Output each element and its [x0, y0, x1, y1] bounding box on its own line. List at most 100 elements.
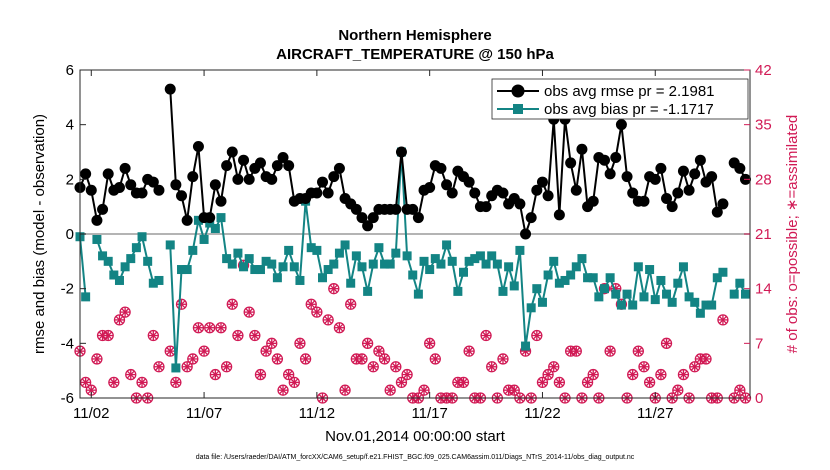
- obs-possible-point-8: [119, 306, 131, 318]
- bias-point-43: [329, 259, 339, 269]
- obs-assimilated-point-105: [673, 385, 683, 395]
- y-right-tick-label-4: 28: [755, 171, 772, 188]
- obs-assimilated-point-40: [306, 299, 316, 309]
- bias-point-47: [351, 251, 361, 261]
- obs-assimilated-point-8: [120, 307, 130, 317]
- obs-possible-point-55: [390, 361, 402, 373]
- bias-point-115: [740, 289, 750, 299]
- rmse-point-59: [412, 212, 424, 224]
- obs-assimilated-point-26: [227, 299, 237, 309]
- obs-possible-point-13: [147, 329, 159, 342]
- rmse-point-15: [164, 83, 176, 95]
- bias-point-52: [380, 259, 390, 269]
- obs-assimilated-point-37: [289, 377, 299, 387]
- rmse-point-92: [598, 154, 610, 166]
- obs-assimilated-point-32: [261, 346, 271, 356]
- obs-assimilated-point-97: [628, 369, 638, 380]
- obs-assimilated-point-31: [255, 369, 266, 380]
- obs-assimilated-point-81: [537, 377, 548, 387]
- rmse-point-87: [570, 184, 582, 196]
- obs-possible-point-50: [361, 337, 374, 349]
- bias-point-44: [334, 248, 344, 258]
- bias-point-31: [261, 256, 271, 266]
- obs-possible-point-53: [378, 353, 391, 365]
- obs-assimilated-point-1: [81, 377, 91, 387]
- obs-possible-point-52: [373, 345, 385, 357]
- obs-assimilated-point-110: [701, 354, 711, 364]
- bias-point-9: [131, 243, 141, 253]
- bias-point-14: [165, 240, 175, 250]
- obs-assimilated-point-6: [109, 377, 119, 387]
- bias-point-95: [622, 289, 632, 299]
- obs-possible-point-115: [734, 384, 746, 396]
- bias-point-13: [154, 275, 164, 285]
- obs-possible-point-17: [175, 298, 188, 310]
- rmse-point-113: [717, 198, 729, 210]
- obs-possible-point-97: [627, 368, 639, 381]
- obs-possible-point-61: [424, 337, 436, 349]
- rmse-point-96: [621, 171, 633, 183]
- obs-assimilated-point-55: [391, 362, 401, 372]
- obs-possible-point-33: [266, 337, 278, 349]
- rmse-point-22: [204, 212, 216, 224]
- obs-possible-point-22: [204, 322, 216, 334]
- obs-possible-point-89: [581, 376, 594, 389]
- rmse-point-1: [80, 168, 92, 180]
- obs-assimilated-point-25: [222, 362, 232, 372]
- obs-assimilated-point-82: [543, 369, 553, 380]
- y-right-tick-label-0: 0: [755, 390, 763, 407]
- y-right-tick-label-2: 14: [755, 281, 772, 298]
- bias-point-32: [267, 259, 277, 269]
- chart-title-line2: AIRCRAFT_TEMPERATURE @ 150 hPa: [276, 46, 554, 63]
- rmse-point-2: [85, 184, 97, 196]
- obs-possible-point-39: [299, 353, 312, 365]
- obs-possible-point-83: [548, 361, 560, 373]
- obs-assimilated-point-89: [582, 377, 593, 387]
- obs-possible-point-71: [480, 329, 492, 342]
- obs-possible-point-57: [401, 368, 413, 381]
- bias-point-86: [571, 262, 581, 272]
- bias-point-84: [560, 275, 570, 285]
- rmse-point-25: [221, 160, 233, 172]
- rmse-point-107: [683, 184, 695, 196]
- bias-point-110: [707, 300, 717, 310]
- obs-possible-point-102: [655, 368, 667, 381]
- rmse-point-26: [226, 146, 238, 158]
- bias-point-35: [284, 245, 294, 255]
- rmse-point-28: [238, 154, 250, 166]
- bias-point-5: [109, 270, 119, 280]
- obs-assimilated-point-53: [379, 354, 390, 364]
- bias-point-48: [357, 262, 367, 272]
- obs-possible-point-9: [125, 368, 137, 381]
- obs-assimilated-point-11: [137, 377, 147, 387]
- obs-assimilated-point-115: [735, 385, 745, 395]
- bias-point-76: [515, 245, 525, 255]
- rmse-point-11: [136, 187, 148, 199]
- obs-assimilated-point-61: [425, 338, 435, 348]
- bias-point-112: [718, 267, 728, 277]
- obs-assimilated-point-90: [588, 369, 598, 380]
- bias-point-29: [250, 265, 260, 275]
- rmse-point-8: [119, 162, 131, 174]
- bias-point-7: [120, 262, 130, 272]
- bias-point-58: [413, 289, 423, 299]
- rmse-point-63: [435, 162, 447, 174]
- obs-assimilated-point-68: [464, 346, 474, 356]
- bias-point-74: [504, 262, 514, 272]
- obs-assimilated-point-9: [126, 369, 136, 380]
- obs-possible-point-20: [192, 322, 205, 334]
- y-right-tick-label-3: 21: [755, 226, 772, 243]
- bias-point-85: [566, 270, 576, 280]
- bias-point-75: [509, 281, 519, 291]
- obs-possible-point-38: [294, 337, 306, 349]
- rmse-point-7: [113, 182, 125, 194]
- x-tick-label-3: 11/17: [411, 405, 447, 422]
- bias-point-53: [385, 259, 395, 269]
- rmse-point-77: [514, 198, 526, 210]
- bias-point-109: [701, 300, 711, 310]
- bias-point-69: [475, 251, 485, 261]
- obs-possible-point-81: [536, 376, 549, 389]
- rmse-point-105: [672, 187, 684, 199]
- obs-assimilated-point-5: [103, 330, 113, 341]
- bias-point-12: [148, 278, 158, 288]
